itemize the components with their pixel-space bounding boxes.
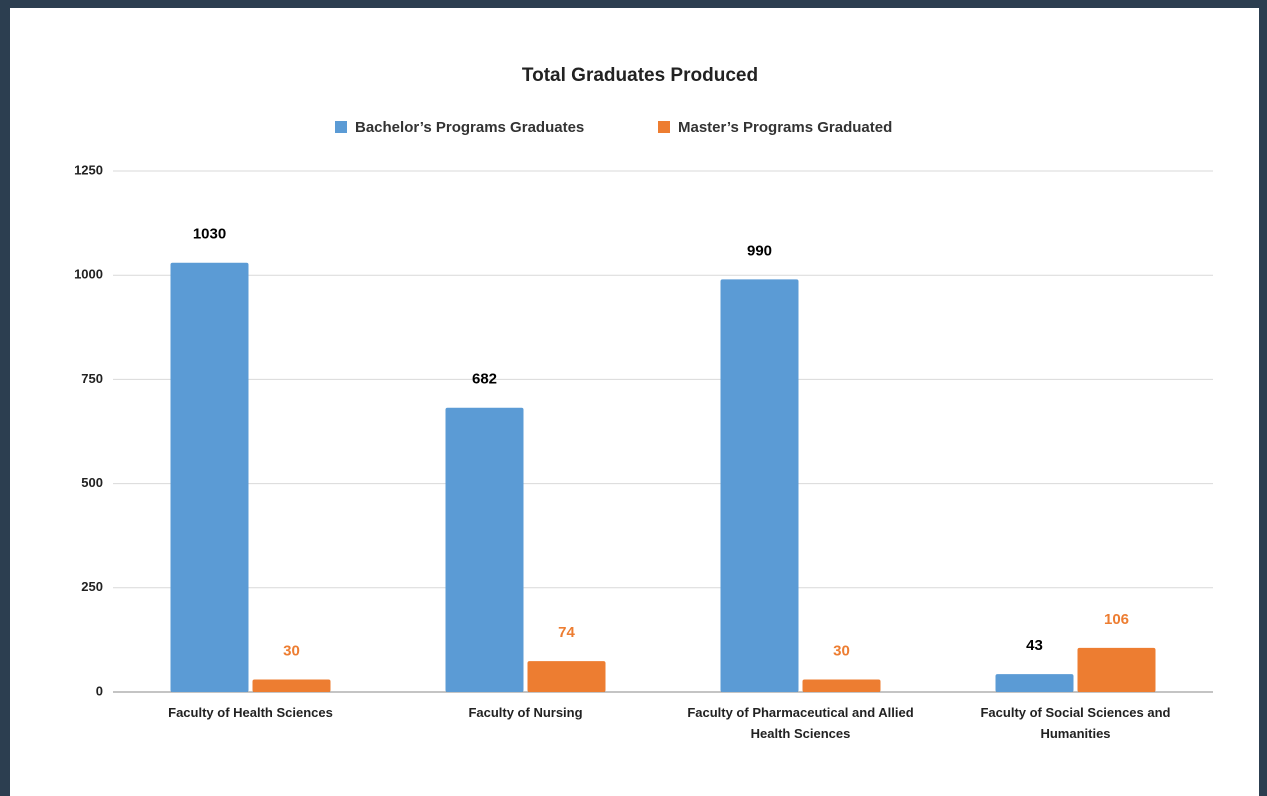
legend-label: Master’s Programs Graduated: [678, 119, 892, 136]
data-label: 1030: [193, 226, 226, 243]
x-tick-label: Faculty of Nursing: [468, 705, 583, 720]
y-tick-label: 0: [96, 683, 103, 698]
bar: [252, 679, 331, 692]
data-label: 30: [283, 642, 300, 659]
bar: [527, 661, 606, 692]
chart-title: Total Graduates Produced: [522, 65, 758, 86]
y-tick-label: 250: [81, 579, 103, 594]
y-tick-label: 1250: [74, 162, 103, 177]
legend-swatch: [658, 121, 670, 133]
x-tick-label: Faculty of Social Sciences and Humanitie…: [980, 705, 1171, 741]
x-tick-label: Faculty of Health Sciences: [168, 705, 333, 720]
x-tick-label: Faculty of Pharmaceutical and Allied Hea…: [687, 705, 914, 741]
data-label: 990: [747, 242, 772, 259]
y-tick-label: 750: [81, 371, 103, 386]
data-label: 30: [833, 642, 850, 659]
data-label: 106: [1104, 611, 1129, 628]
bar: [170, 262, 249, 692]
y-tick-label: 1000: [74, 267, 103, 282]
data-label: 74: [558, 624, 575, 641]
bar: [802, 679, 881, 692]
bar: [720, 279, 799, 692]
legend-swatch: [335, 121, 347, 133]
bar: [445, 407, 524, 692]
data-label: 43: [1026, 637, 1043, 654]
bar: [1077, 647, 1156, 692]
legend-label: Bachelor’s Programs Graduates: [355, 119, 584, 136]
data-label: 682: [472, 371, 497, 388]
y-tick-label: 500: [81, 475, 103, 490]
bar: [995, 674, 1074, 692]
